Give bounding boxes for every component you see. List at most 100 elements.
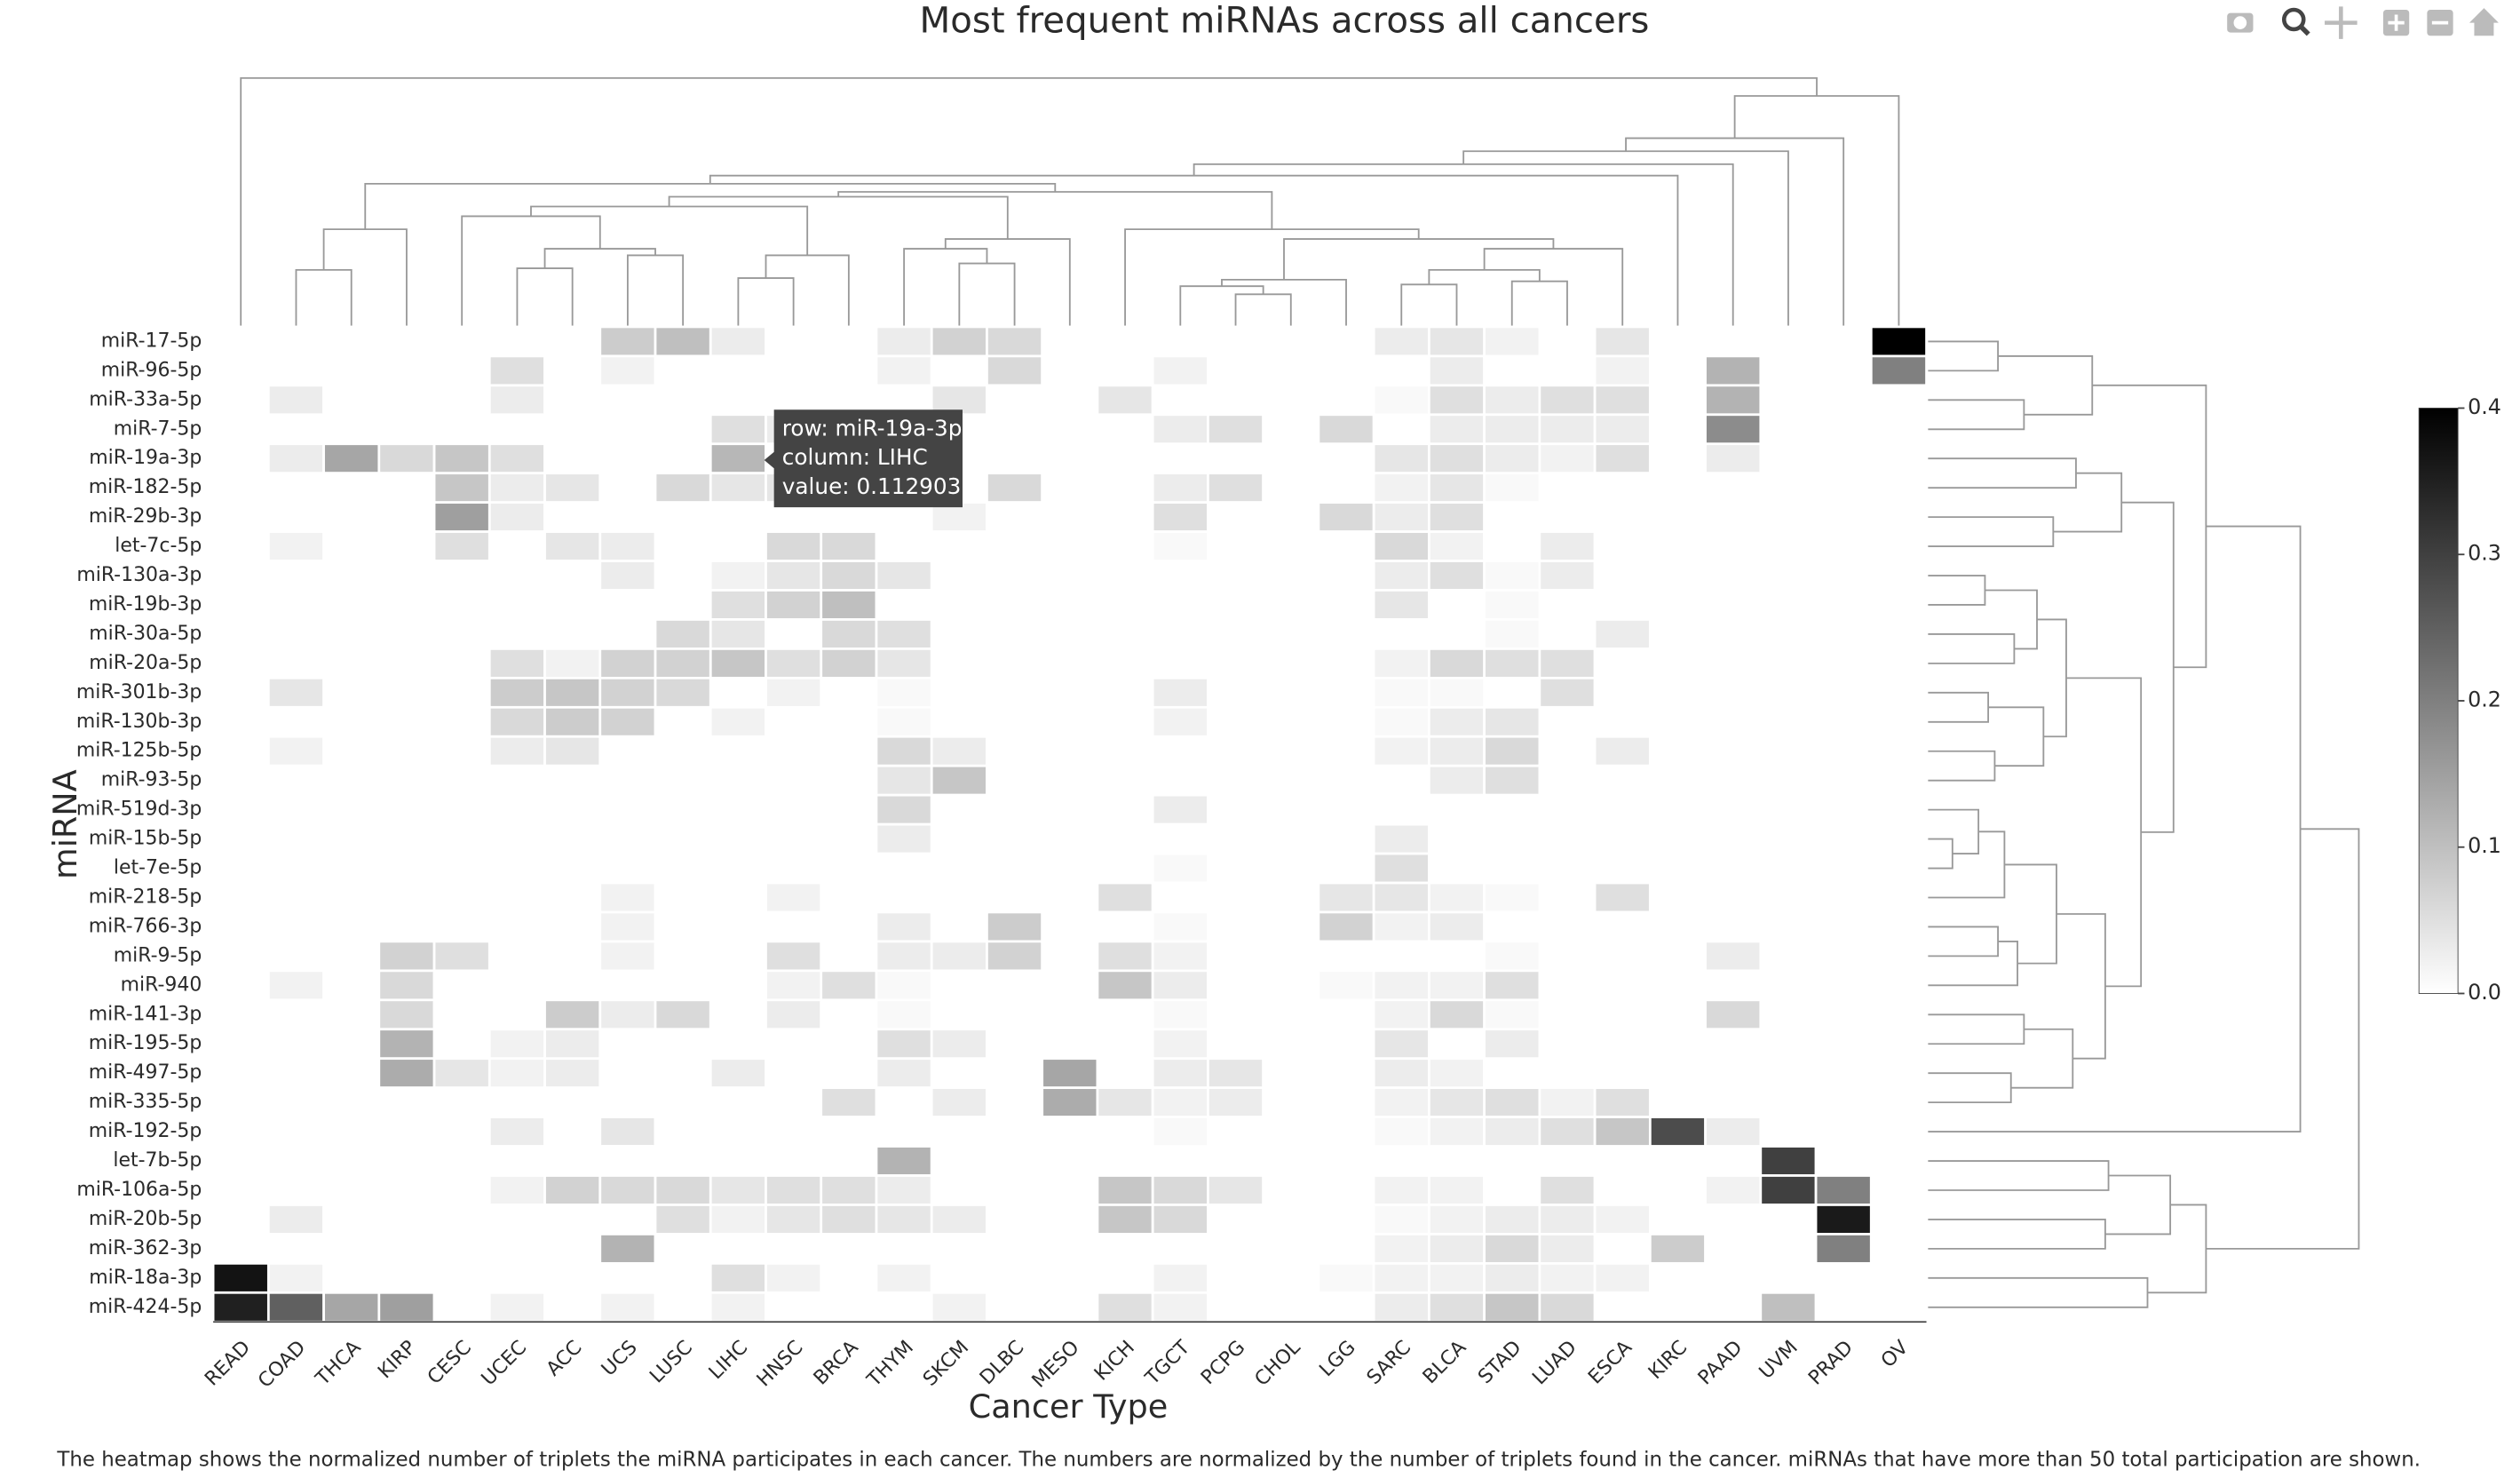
heatmap-cell (986, 354, 1044, 387)
heatmap-cell (1483, 530, 1541, 562)
heatmap-cell (1428, 413, 1486, 446)
heatmap-cell (322, 998, 381, 1031)
zoom-out-button[interactable] (2427, 9, 2453, 36)
heatmap-cell (543, 1174, 602, 1206)
heatmap-cell (1759, 648, 1818, 679)
dendrogram-link (2206, 828, 2360, 1250)
heatmap-cell (1483, 1233, 1541, 1265)
heatmap-cell (487, 442, 546, 475)
heatmap-cell (1538, 1057, 1597, 1090)
heatmap-cell (211, 852, 270, 885)
heatmap-cell (1869, 676, 1928, 709)
heatmap-cell (820, 676, 878, 709)
colorbar-tick-label: 0.0 (2468, 980, 2501, 1005)
heatmap-cell (1317, 589, 1375, 621)
heatmap-cell (1041, 1204, 1099, 1236)
heatmap-cell (1151, 354, 1209, 387)
heatmap-cell (266, 1116, 325, 1148)
heatmap-cell (765, 852, 823, 885)
heatmap-cell (1648, 1116, 1707, 1148)
heatmap-cell (377, 1145, 436, 1177)
heatmap-cell (1869, 881, 1928, 914)
heatmap-cell (1869, 940, 1928, 973)
heatmap-cell (432, 822, 491, 855)
heatmap-cell (1814, 1116, 1873, 1148)
heatmap-cell (1317, 1204, 1375, 1236)
heatmap-cell (1538, 852, 1597, 885)
heatmap-cell (986, 1261, 1044, 1294)
heatmap-cell (1096, 472, 1154, 505)
heatmap-cell (1593, 413, 1652, 446)
heatmap-cell (1759, 969, 1818, 1002)
heatmap-cell (487, 413, 546, 446)
heatmap-cell (1869, 1291, 1928, 1323)
heatmap-cell (1483, 676, 1541, 709)
heatmap-cell (1041, 793, 1099, 826)
heatmap-cell (1814, 852, 1873, 885)
heatmap-cell (820, 1057, 878, 1090)
heatmap-cell (1207, 618, 1265, 650)
reset-button[interactable] (2468, 8, 2499, 36)
heatmap-cell (1814, 648, 1873, 679)
heatmap-cell (986, 648, 1044, 679)
heatmap-cell (654, 705, 712, 738)
heatmap-cell (1428, 881, 1486, 914)
heatmap-cell (1428, 764, 1486, 797)
heatmap-cell (1428, 1261, 1486, 1294)
heatmap-cell (487, 1116, 546, 1148)
heatmap-cell (1814, 384, 1873, 417)
heatmap-cell (1096, 1028, 1154, 1061)
heatmap-cell (1593, 560, 1652, 592)
heatmap-cell (1262, 1057, 1320, 1090)
heatmap-cell (1151, 1086, 1209, 1118)
heatmap-cell (1317, 1174, 1375, 1206)
heatmap-cell (1869, 764, 1928, 797)
heatmap-cell (1372, 648, 1430, 679)
y-tick-label: miR-9-5p (114, 944, 202, 966)
heatmap-cell (1538, 1116, 1597, 1148)
heatmap-cell (211, 910, 270, 943)
heatmap-cell (930, 648, 988, 679)
zoom-button[interactable] (2281, 7, 2310, 36)
heatmap-cell (1096, 705, 1154, 738)
heatmap-cell (654, 793, 712, 826)
heatmap-cell (1041, 1145, 1099, 1177)
heatmap-cell (1207, 764, 1265, 797)
pan-button[interactable] (2325, 6, 2358, 39)
heatmap-cell (1317, 705, 1375, 738)
heatmap-cell (1428, 1204, 1486, 1236)
heatmap-cell (1483, 472, 1541, 505)
heatmap-cell (1648, 384, 1707, 417)
heatmap-cell (1317, 676, 1375, 709)
camera-button[interactable] (2227, 12, 2254, 33)
heatmap-cell (930, 793, 988, 826)
heatmap-cell (1151, 1291, 1209, 1323)
heatmap-cell (1483, 822, 1541, 855)
heatmap-cell (1538, 940, 1597, 973)
heatmap-cell (1207, 1233, 1265, 1265)
heatmap-cell (322, 530, 381, 562)
heatmap-cell (211, 822, 270, 855)
heatmap-cell (875, 764, 933, 797)
heatmap-cell (654, 1174, 712, 1206)
heatmap-cell (1151, 1028, 1209, 1061)
y-tick-label: miR-192-5p (89, 1120, 202, 1142)
heatmap-cell (986, 472, 1044, 505)
heatmap-cell (1483, 354, 1541, 387)
heatmap-cell (1041, 1233, 1099, 1265)
heatmap-cell (709, 384, 767, 417)
heatmap-cell (1483, 501, 1541, 533)
heatmap-cell (1096, 1116, 1154, 1148)
heatmap-cell (211, 560, 270, 592)
zoom-in-button[interactable] (2382, 9, 2410, 36)
heatmap-cell (820, 998, 878, 1031)
heatmap-cell (1041, 881, 1099, 914)
heatmap-cell (765, 764, 823, 797)
heatmap-cell (1151, 589, 1209, 621)
heatmap-cell (1041, 354, 1099, 387)
heatmap-cell (1096, 676, 1154, 709)
heatmap-cell (322, 969, 381, 1002)
y-tick-label: miR-7-5p (114, 417, 202, 440)
heatmap-cell (1317, 1116, 1375, 1148)
heatmap-cell (1041, 1086, 1099, 1118)
